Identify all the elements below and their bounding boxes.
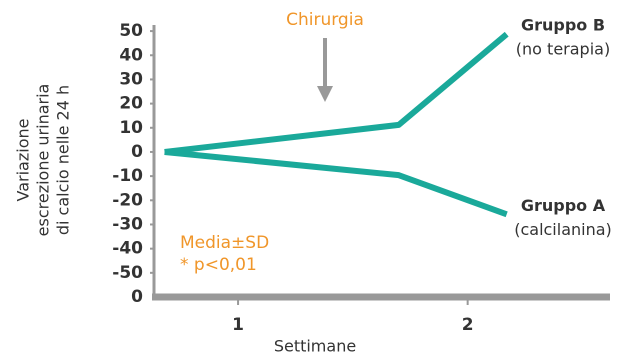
y-tick-label: 10 [119, 118, 143, 138]
y-label: di calcio nelle 24 h [54, 85, 73, 235]
y-tick-label: -30 [112, 214, 143, 234]
y-label: escrezione urinaria [34, 84, 53, 237]
series-note: (no terapia) [516, 40, 610, 59]
y-tick-label: -40 [112, 239, 143, 259]
y-label: Variazione [14, 119, 33, 202]
line [164, 31, 509, 155]
y-tick-label: 0 [131, 142, 143, 162]
arrow-head [317, 86, 333, 102]
y-tick-label: -10 [112, 166, 143, 186]
series-note: (calcilanina) [514, 220, 612, 239]
x-tick-label: 1 [232, 315, 244, 335]
series-label: Gruppo A [521, 196, 606, 215]
line [164, 148, 508, 218]
note: * p<0,01 [180, 255, 257, 275]
x-tick-label: 2 [462, 315, 474, 335]
y-tick-label: 50 [119, 21, 143, 41]
note: Media±SD [180, 233, 269, 253]
annotation: Chirurgia [286, 10, 364, 30]
series-label: Gruppo B [521, 16, 605, 35]
y-tick-label: 40 [119, 45, 143, 65]
x-label: Settimane [274, 337, 356, 356]
y-tick-label: 20 [119, 94, 143, 114]
y-tick-label: -20 [112, 190, 143, 210]
y-tick-label: 30 [119, 69, 143, 89]
y-tick-label: 0 [131, 287, 143, 307]
y-tick-label: -50 [112, 263, 143, 283]
